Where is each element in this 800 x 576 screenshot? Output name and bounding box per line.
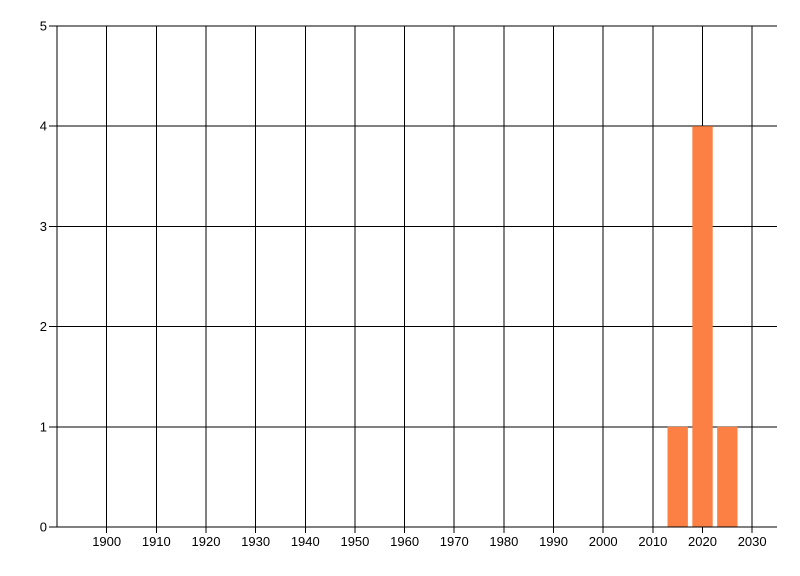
x-tick-label: 1930 (241, 534, 270, 549)
bar (667, 426, 688, 527)
y-tick-label: 1 (40, 419, 47, 434)
x-tick-label: 1940 (291, 534, 320, 549)
x-tick-label: 1900 (92, 534, 121, 549)
x-tick-label: 1970 (440, 534, 469, 549)
bar (692, 126, 713, 527)
x-tick-label: 1980 (489, 534, 518, 549)
bar (717, 426, 738, 527)
y-tick-label: 0 (40, 520, 47, 535)
x-tick-label: 2010 (638, 534, 667, 549)
x-tick-label: 1910 (142, 534, 171, 549)
x-tick-label: 1960 (390, 534, 419, 549)
x-tick-label: 1990 (539, 534, 568, 549)
x-tick-label: 2000 (589, 534, 618, 549)
y-tick-label: 5 (40, 19, 47, 34)
y-tick-label: 4 (40, 119, 47, 134)
x-tick-label: 1950 (340, 534, 369, 549)
x-tick-label: 2030 (738, 534, 767, 549)
x-tick-label: 1920 (192, 534, 221, 549)
y-tick-label: 2 (40, 319, 47, 334)
y-tick-label: 3 (40, 219, 47, 234)
x-tick-label: 2020 (688, 534, 717, 549)
